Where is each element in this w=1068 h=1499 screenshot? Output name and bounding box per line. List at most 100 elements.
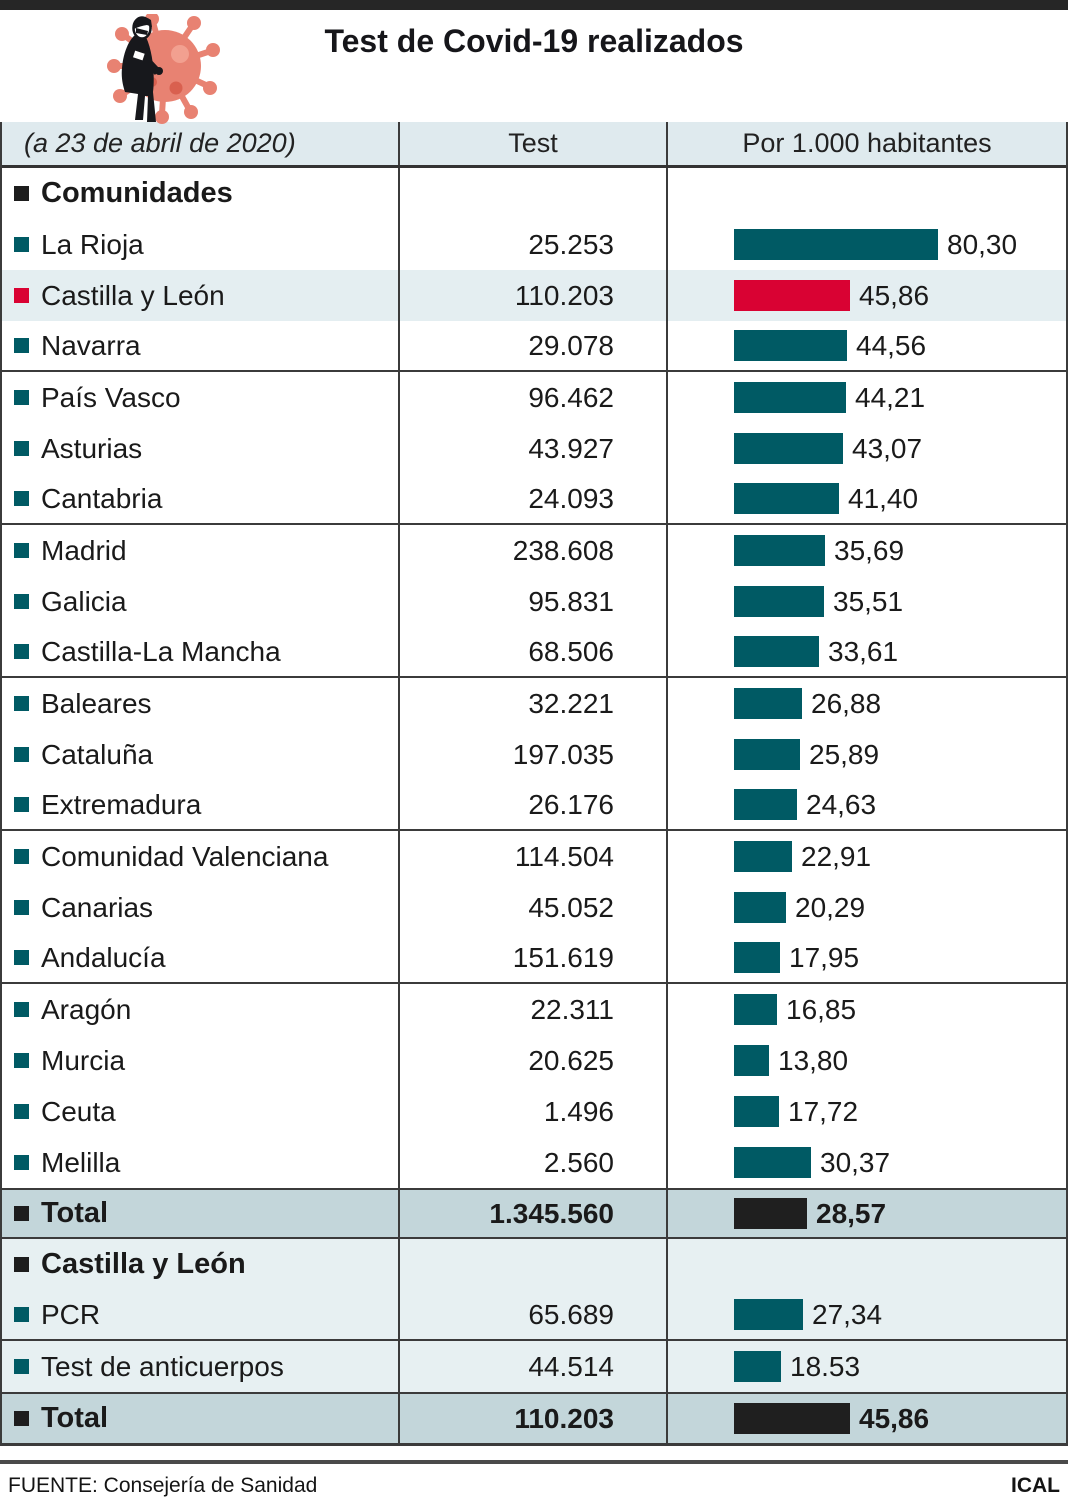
bullet-icon xyxy=(14,1155,29,1170)
test-value: 65.689 xyxy=(400,1290,668,1339)
rate-cell: 44,21 xyxy=(668,372,1066,423)
rate-bar xyxy=(734,1045,769,1076)
rate-bar xyxy=(734,841,792,872)
rate-bar xyxy=(734,483,839,514)
rate-value: 17,95 xyxy=(789,941,860,973)
table-row: Castilla y León 110.203 45,86 xyxy=(2,270,1066,321)
rate-value: 80,30 xyxy=(947,228,1018,260)
rate-bar xyxy=(734,739,800,770)
row-label: Baleares xyxy=(41,687,152,719)
rate-cell: 24,63 xyxy=(668,780,1066,829)
bullet-icon xyxy=(14,797,29,812)
bullet-icon xyxy=(14,747,29,762)
page-title: Test de Covid-19 realizados xyxy=(324,23,744,59)
test-value: 197.035 xyxy=(400,729,668,780)
region-cell: Aragón xyxy=(2,984,400,1035)
test-value: 95.831 xyxy=(400,576,668,627)
test-value: 238.608 xyxy=(400,525,668,576)
rate-cell: 43,07 xyxy=(668,423,1066,474)
test-value: 25.253 xyxy=(400,219,668,270)
table-row: Castilla-La Mancha 68.506 33,61 xyxy=(2,627,1066,678)
row-label: Navarra xyxy=(41,329,141,361)
region-cell: Castilla-La Mancha xyxy=(2,627,400,676)
rate-value: 35,51 xyxy=(833,585,904,617)
region-cell: Canarias xyxy=(2,882,400,933)
region-cell: Galicia xyxy=(2,576,400,627)
rate-bar xyxy=(734,330,847,361)
rate-value: 30,37 xyxy=(820,1146,891,1178)
rate-cell: 28,57 xyxy=(668,1190,1066,1237)
virus-dot xyxy=(169,81,183,95)
bullet-icon xyxy=(14,1053,29,1068)
row-label: Castilla y León xyxy=(41,279,225,311)
rate-value: 22,91 xyxy=(801,840,872,872)
bullet-icon xyxy=(14,543,29,558)
region-cell: Comunidades xyxy=(2,168,400,219)
table-row: Cantabria 24.093 41,40 xyxy=(2,474,1066,525)
rate-bar xyxy=(734,535,825,566)
bullet-icon xyxy=(14,441,29,456)
rate-cell: 44,56 xyxy=(668,321,1066,370)
rate-value: 17,72 xyxy=(788,1095,859,1127)
region-cell: La Rioja xyxy=(2,219,400,270)
region-cell: Melilla xyxy=(2,1137,400,1188)
row-label: Total xyxy=(41,1402,109,1434)
rate-cell: 35,51 xyxy=(668,576,1066,627)
row-label: Melilla xyxy=(41,1146,121,1178)
rate-value: 13,80 xyxy=(778,1044,849,1076)
table-row: Comunidad Valenciana 114.504 22,91 xyxy=(2,831,1066,882)
row-label: Extremadura xyxy=(41,788,202,820)
footer: FUENTE: Consejería de Sanidad ICAL xyxy=(0,1464,1068,1498)
table-row: Aragón 22.311 16,85 xyxy=(2,984,1066,1035)
rate-cell: 80,30 xyxy=(668,219,1066,270)
data-table: (a 23 de abril de 2020) Test Por 1.000 h… xyxy=(0,122,1068,1446)
rate-cell: 30,37 xyxy=(668,1137,1066,1188)
region-cell: Andalucía xyxy=(2,933,400,982)
column-header-per1000: Por 1.000 habitantes xyxy=(742,128,992,158)
row-label: Total xyxy=(41,1197,109,1229)
bullet-icon xyxy=(14,1411,29,1426)
bullet-icon xyxy=(14,900,29,915)
table-row: Navarra 29.078 44,56 xyxy=(2,321,1066,372)
virus-dot xyxy=(171,45,189,63)
test-value xyxy=(400,1239,668,1290)
test-value: 151.619 xyxy=(400,933,668,982)
row-label: Comunidades xyxy=(41,177,233,209)
rate-value: 45,86 xyxy=(859,279,930,311)
bullet-icon xyxy=(14,849,29,864)
table-row: Test de anticuerpos 44.514 18.53 xyxy=(2,1341,1066,1392)
region-cell: Madrid xyxy=(2,525,400,576)
table-row: Baleares 32.221 26,88 xyxy=(2,678,1066,729)
rate-cell: 45,86 xyxy=(668,270,1066,321)
table-row: Murcia 20.625 13,80 xyxy=(2,1035,1066,1086)
table-row: Comunidades xyxy=(2,168,1066,219)
rate-cell: 18.53 xyxy=(668,1341,1066,1392)
test-value: 96.462 xyxy=(400,372,668,423)
region-cell: Extremadura xyxy=(2,780,400,829)
rate-bar xyxy=(734,586,824,617)
row-label: Comunidad Valenciana xyxy=(41,840,329,872)
region-cell: Ceuta xyxy=(2,1086,400,1137)
test-value: 43.927 xyxy=(400,423,668,474)
row-label: La Rioja xyxy=(41,228,144,260)
table-row: Asturias 43.927 43,07 xyxy=(2,423,1066,474)
source-label: FUENTE: Consejería de Sanidad xyxy=(8,1474,318,1497)
rate-bar xyxy=(734,942,780,973)
row-label: Test de anticuerpos xyxy=(41,1350,284,1382)
rate-bar xyxy=(734,1096,779,1127)
table-row: Cataluña 197.035 25,89 xyxy=(2,729,1066,780)
row-label: Madrid xyxy=(41,534,127,566)
bullet-icon xyxy=(14,1257,29,1272)
region-cell: Baleares xyxy=(2,678,400,729)
rate-cell: 27,34 xyxy=(668,1290,1066,1339)
table-row: Total 110.203 45,86 xyxy=(2,1392,1066,1443)
region-cell: Navarra xyxy=(2,321,400,370)
region-cell: Cataluña xyxy=(2,729,400,780)
test-value: 2.560 xyxy=(400,1137,668,1188)
region-cell: Comunidad Valenciana xyxy=(2,831,400,882)
column-header-test: Test xyxy=(400,122,668,165)
footer-rule xyxy=(0,1460,1068,1464)
credit-label: ICAL xyxy=(1011,1474,1060,1497)
test-value: 24.093 xyxy=(400,474,668,523)
